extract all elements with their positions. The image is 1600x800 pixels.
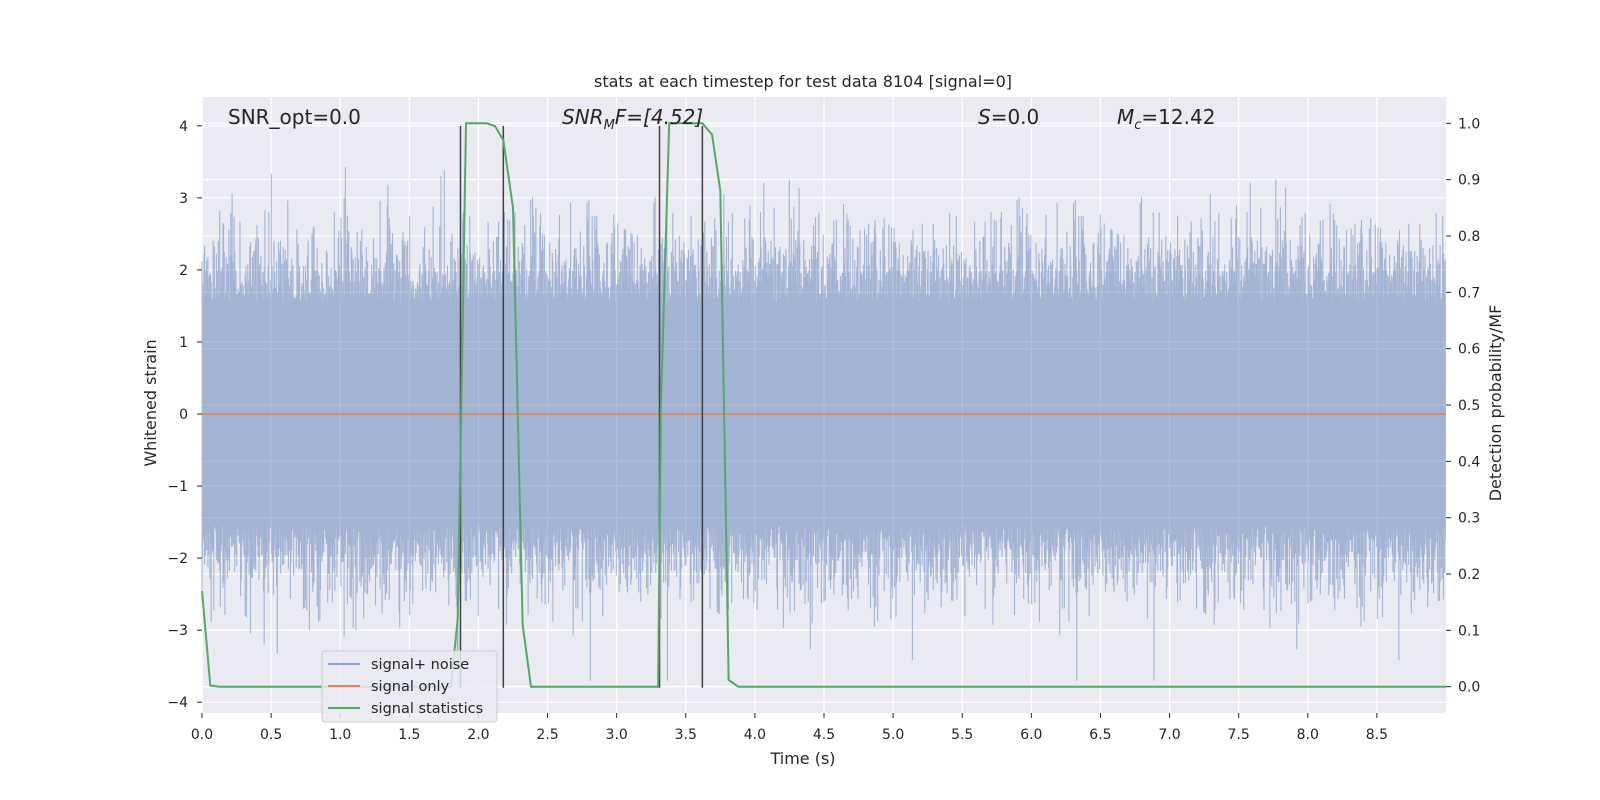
legend-box	[321, 650, 498, 723]
y-tick-label-left: −4	[167, 695, 188, 711]
annotation-mc: Mc=12.42	[1117, 105, 1215, 133]
legend-label-signal-statistics: signal statistics	[371, 701, 483, 717]
x-tick-label: 2.5	[536, 727, 558, 743]
x-tick-label: 7.5	[1228, 727, 1250, 743]
x-tick-label: 7.0	[1158, 727, 1180, 743]
y-tick-label-right: 0.7	[1458, 285, 1480, 301]
x-tick-label: 5.5	[951, 727, 973, 743]
snr-mf-value: F=[4.52]	[615, 105, 703, 129]
mc-symbol: M	[1117, 105, 1134, 129]
x-tick-label: 4.5	[813, 727, 835, 743]
mc-subscript: c	[1134, 118, 1141, 133]
x-tick-label: 8.5	[1366, 727, 1388, 743]
y-tick-label-right: 0.0	[1458, 680, 1480, 696]
y-tick-label-right: 0.4	[1458, 454, 1480, 470]
s-value: =0.0	[991, 105, 1040, 129]
y-tick-label-right: 0.1	[1458, 623, 1480, 639]
snr-mf-symbol: SNR	[562, 105, 604, 129]
y-axis-left-ticks: −4 −3 −2 −1 0 1 2 3 4	[167, 119, 202, 711]
snr-mf-subscript: M	[604, 118, 615, 133]
y-tick-label-right: 0.9	[1458, 173, 1480, 189]
y-tick-label-left: 0	[179, 407, 188, 423]
y-tick-label-right: 0.2	[1458, 567, 1480, 583]
mc-value: =12.42	[1141, 105, 1215, 129]
y-tick-label-left: −1	[167, 479, 188, 495]
y-tick-label-left: −2	[167, 551, 188, 567]
y-tick-label-left: 3	[179, 191, 188, 207]
chart-legend: signal+ noise signal only signal statist…	[321, 650, 498, 723]
legend-label-signal-only: signal only	[371, 679, 450, 695]
y-tick-label-left: −3	[167, 623, 188, 639]
annotation-snr-mf: SNRMF=[4.52]	[562, 105, 703, 133]
annotation-s: S=0.0	[978, 105, 1039, 129]
x-tick-label: 5.0	[882, 727, 904, 743]
x-axis-ticks: 0.0 0.5 1.0 1.5 2.0 2.5 3.0 3.5 4.0 4.5 5.0 5.5 6.0 6…	[191, 713, 1388, 743]
annotation-snr-opt: SNR_opt=0.0	[228, 105, 361, 129]
y-tick-label-right: 0.5	[1458, 398, 1480, 414]
legend-label-signal-noise: signal+ noise	[371, 657, 469, 673]
y-axis-right-ticks: 0.0 0.1 0.2 0.3 0.4 0.5 0.6 0.7 0.8 0.9 1.0	[1446, 116, 1480, 696]
x-tick-label: 0.0	[191, 727, 213, 743]
x-tick-label: 6.5	[1089, 727, 1111, 743]
signal-noise-series	[201, 167, 1446, 681]
signal-noise-trace	[201, 167, 1446, 681]
s-symbol: S	[978, 105, 991, 129]
y-tick-label-left: 1	[179, 335, 188, 351]
x-tick-label: 1.0	[329, 727, 351, 743]
x-tick-label: 3.0	[606, 727, 628, 743]
x-tick-label: 8.0	[1297, 727, 1319, 743]
grid-lines	[201, 97, 1446, 713]
chart-title: stats at each timestep for test data 810…	[594, 72, 1012, 91]
x-axis-label: Time (s)	[769, 749, 835, 768]
y-tick-label-right: 0.6	[1458, 342, 1480, 358]
y-tick-label-left: 2	[179, 263, 188, 279]
x-tick-label: 6.0	[1020, 727, 1042, 743]
y-axis-right-label: Detection probability/MF	[1486, 305, 1505, 502]
y-axis-left-label: Whitened strain	[141, 339, 160, 466]
x-tick-label: 1.5	[398, 727, 420, 743]
y-tick-label-left: 4	[179, 119, 188, 135]
x-tick-label: 2.0	[467, 727, 489, 743]
x-tick-label: 4.0	[744, 727, 766, 743]
x-tick-label: 0.5	[260, 727, 282, 743]
x-tick-label: 3.5	[675, 727, 697, 743]
y-tick-label-right: 0.8	[1458, 229, 1480, 245]
y-tick-label-right: 1.0	[1458, 116, 1480, 132]
y-tick-label-right: 0.3	[1458, 511, 1480, 527]
